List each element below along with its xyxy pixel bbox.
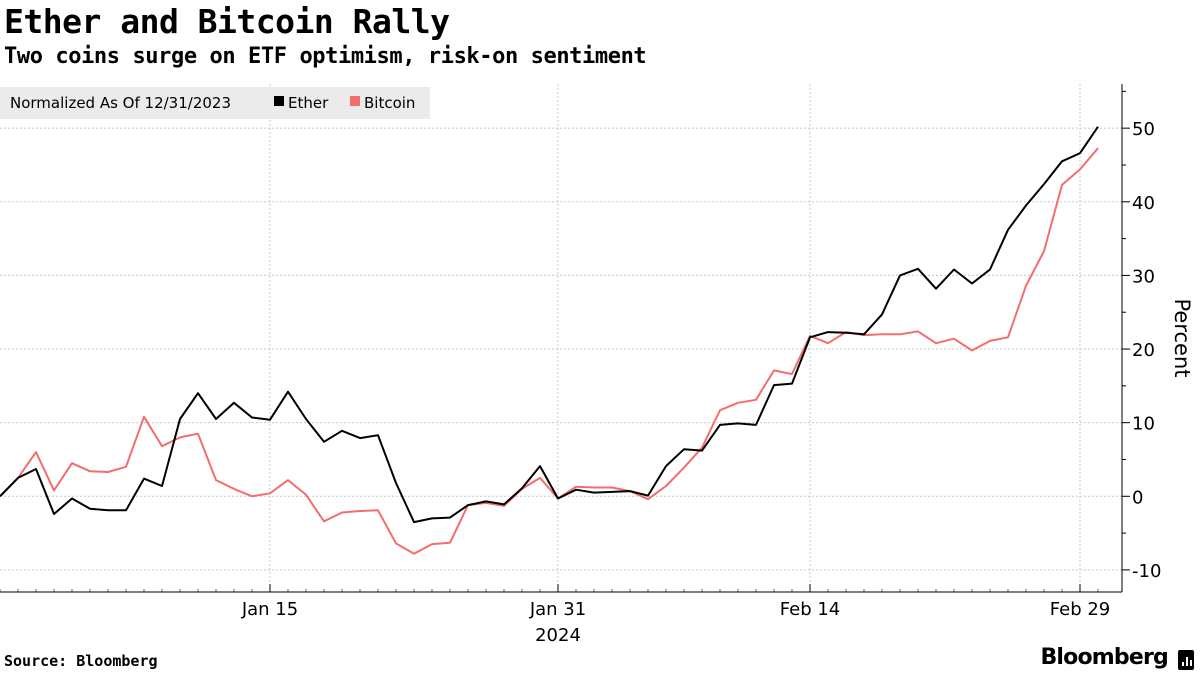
legend-label-ether: Ether [288,94,329,112]
y-tick-label: -10 [1132,561,1161,582]
brand-logo-text: Bloomberg [1040,645,1168,670]
x-tick-label: Jan 31 [529,599,586,620]
legend-label-bitcoin: Bitcoin [364,94,415,112]
y-tick-label: 20 [1132,340,1155,361]
x-tick-label: Jan 15 [241,599,298,620]
legend: Normalized As Of 12/31/2023 Ether Bitcoi… [0,87,430,119]
x-tick-label: Feb 29 [1050,599,1111,620]
source-note: Source: Bloomberg [4,652,158,670]
series-line-ether [0,126,1099,524]
y-tick-label: 50 [1132,119,1155,140]
y-tick-label: 0 [1132,487,1143,508]
brand-bar-icon [1178,650,1194,670]
legend-swatch-bitcoin [350,96,360,106]
series-line-bitcoin [0,147,1099,555]
y-tick-label: 10 [1132,414,1155,435]
axes: -10 0 10 20 30 40 50 Percent Jan 15 Jan 31 2024 Feb… [0,84,1194,646]
y-tick-label: 40 [1132,193,1155,214]
y-tick-label: 30 [1132,266,1155,287]
legend-swatch-ether [274,96,284,106]
chart-subtitle: Two coins surge on ETF optimism, risk-on… [4,44,647,69]
chart-title: Ether and Bitcoin Rally [4,2,450,41]
x-tick-label: Feb 14 [780,599,841,620]
series-lines [0,126,1099,555]
x-tick-sublabel: 2024 [535,625,581,646]
legend-note: Normalized As Of 12/31/2023 [10,94,231,112]
y-axis-title: Percent [1170,298,1194,377]
